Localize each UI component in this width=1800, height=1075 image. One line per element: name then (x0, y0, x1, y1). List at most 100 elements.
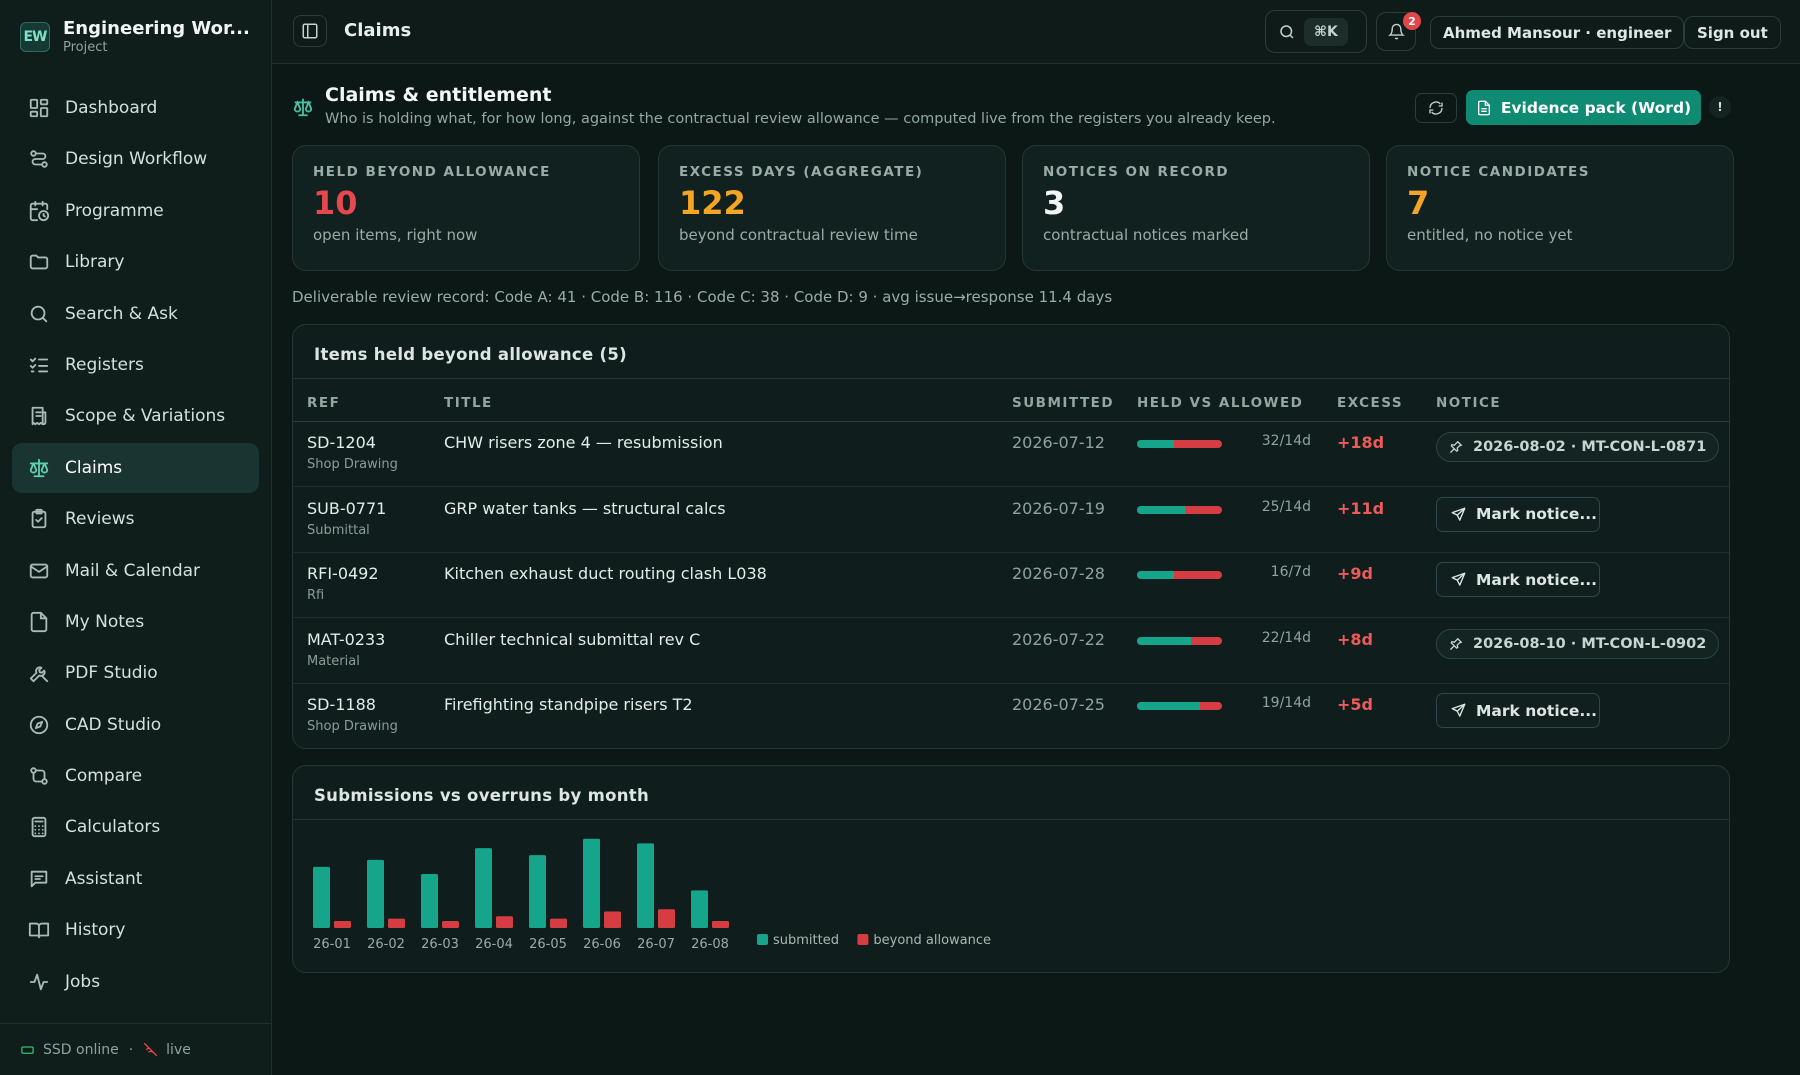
mark-notice-button[interactable]: Mark notice... (1436, 693, 1600, 728)
sidebar-item-claims[interactable]: Claims (12, 442, 259, 493)
stat-description: contractual notices marked (1043, 226, 1249, 244)
item-title: GRP water tanks — structural calcs (444, 498, 726, 518)
bar-beyond-allowance-26-07 (658, 909, 675, 928)
sidebar-item-jobs[interactable]: Jobs (12, 957, 259, 1007)
item-ref[interactable]: SD-1204 (307, 433, 376, 452)
bar-submitted-26-01 (313, 866, 330, 928)
info-button[interactable]: ! (1709, 96, 1731, 118)
sidebar-item-label: History (65, 920, 126, 941)
col-header-held-vs-allowed: HELD VS ALLOWED (1137, 395, 1304, 411)
item-submitted-date: 2026-07-12 (1012, 433, 1105, 452)
sidebar-item-cad-studio[interactable]: CAD Studio (12, 700, 259, 750)
held-vs-allowed-value: 16/7d (1270, 564, 1311, 580)
held-vs-allowed-value: 19/14d (1261, 695, 1311, 711)
legend-label: beyond allowance (873, 933, 991, 948)
clipboard-icon (28, 508, 50, 530)
notice-reference: 2026-08-10 · MT-CON-L-0902 (1473, 635, 1707, 652)
stat-label: NOTICES ON RECORD (1043, 164, 1230, 180)
sidebar-item-pdf-studio[interactable]: PDF Studio (12, 648, 259, 698)
top-bar: Claims ⌘K 2 Ahmed Mansour · engineer Sig… (272, 0, 1800, 64)
table-row: MAT-0233 Material Chiller technical submit… (293, 619, 1729, 684)
live-status: live (166, 1041, 191, 1058)
sidebar-item-reviews[interactable]: Reviews (12, 494, 259, 544)
table-row: SD-1204 Shop Drawing CHW risers zone 4 — r… (293, 422, 1729, 487)
review-record-summary: Deliverable review record: Code A: 41 · … (292, 288, 1113, 306)
sidebar-toggle-button[interactable] (293, 15, 327, 47)
sidebar-item-label: Search & Ask (65, 303, 178, 324)
file-icon (28, 611, 50, 633)
bell-icon (1387, 23, 1405, 40)
item-ref[interactable]: SUB-0771 (307, 498, 387, 518)
message-icon (28, 868, 50, 890)
bar-beyond-allowance-26-08 (712, 920, 729, 928)
evidence-pack-button[interactable]: Evidence pack (Word) (1466, 90, 1701, 125)
sidebar-nav: Dashboard Design Workflow Programme Library… (12, 83, 259, 1008)
sidebar-item-search-ask[interactable]: Search & Ask (12, 289, 259, 339)
evidence-pack-label: Evidence pack (Word) (1500, 98, 1692, 117)
sidebar-item-assistant[interactable]: Assistant (12, 854, 259, 904)
col-header-excess: EXCESS (1337, 395, 1404, 411)
bar-submitted-26-07 (637, 843, 654, 928)
stat-value: 3 (1043, 184, 1066, 222)
user-menu-button[interactable]: Ahmed Mansour · engineer (1430, 16, 1685, 49)
sidebar-item-design-workflow[interactable]: Design Workflow (12, 134, 259, 184)
excess-days: +5d (1337, 695, 1373, 714)
mark-notice-label: Mark notice... (1476, 701, 1598, 720)
notice-record-chip[interactable]: 2026-08-02 · MT-CON-L-0871 (1436, 432, 1720, 462)
sidebar-item-mail-calendar[interactable]: Mail & Calendar (12, 546, 259, 596)
notice-reference: 2026-08-02 · MT-CON-L-0871 (1473, 439, 1707, 455)
sidebar-item-history[interactable]: History (12, 905, 259, 955)
col-header-notice: NOTICE (1436, 395, 1502, 411)
sidebar-item-label: Library (65, 252, 125, 273)
excess-days: +18d (1337, 433, 1385, 452)
stat-description: beyond contractual review time (679, 226, 918, 244)
refresh-button[interactable] (1415, 93, 1457, 123)
bar-submitted-26-08 (691, 890, 708, 928)
project-switcher[interactable]: EW Engineering Wor... Project (20, 18, 250, 56)
sidebar-item-my-notes[interactable]: My Notes (12, 597, 259, 647)
hard-drive-icon (20, 1042, 35, 1057)
item-ref[interactable]: MAT-0233 (307, 629, 386, 649)
page-breadcrumb: Claims (344, 20, 412, 41)
sidebar-item-dashboard[interactable]: Dashboard (12, 83, 259, 133)
sidebar-item-registers[interactable]: Registers (12, 340, 259, 390)
search-icon (1278, 23, 1296, 41)
bar-beyond-allowance-26-04 (496, 916, 513, 928)
notice-record-chip[interactable]: 2026-08-10 · MT-CON-L-0902 (1436, 628, 1720, 659)
stat-value: 7 (1407, 184, 1430, 222)
excess-days: +9d (1337, 564, 1373, 583)
sidebar-item-calculators[interactable]: Calculators (12, 802, 259, 852)
sign-out-button[interactable]: Sign out (1684, 16, 1781, 49)
tools-icon (28, 662, 50, 684)
mail-icon (28, 560, 50, 582)
sidebar-item-compare[interactable]: Compare (12, 751, 259, 801)
item-title: Kitchen exhaust duct routing clash L038 (444, 564, 767, 583)
bar-submitted-26-03 (421, 873, 438, 928)
search-icon (28, 303, 50, 325)
mark-notice-button[interactable]: Mark notice... (1436, 562, 1600, 597)
allowed-portion (1137, 702, 1200, 710)
sidebar-item-label: Design Workflow (65, 149, 208, 170)
col-header-ref: REF (307, 395, 341, 411)
item-ref[interactable]: SD-1188 (307, 695, 376, 714)
held-vs-allowed-bar (1137, 702, 1222, 710)
item-ref[interactable]: RFI-0492 (307, 564, 379, 583)
project-subtitle: Project (63, 40, 108, 55)
sidebar-item-label: Assistant (65, 868, 143, 889)
sidebar-item-scope-variations[interactable]: Scope & Variations (12, 391, 259, 441)
command-search-button[interactable]: ⌘K (1265, 10, 1367, 53)
held-items-title: Items held beyond allowance (5) (293, 325, 1729, 379)
sidebar-item-programme[interactable]: Programme (12, 186, 259, 236)
x-tick-label: 26-06 (583, 937, 621, 952)
allowed-portion (1137, 571, 1175, 579)
workflow-icon (28, 148, 50, 170)
notifications-button[interactable] (1376, 12, 1416, 51)
table-header-divider (293, 421, 1729, 422)
stat-description: open items, right now (313, 226, 478, 244)
activity-icon (28, 971, 50, 993)
stat-card: EXCESS DAYS (AGGREGATE) 122 beyond contrac… (658, 145, 1006, 271)
sidebar-item-library[interactable]: Library (12, 237, 259, 287)
chart-panel: Submissions vs overruns by month 26-01 26… (292, 765, 1730, 973)
mark-notice-button[interactable]: Mark notice... (1436, 496, 1600, 532)
sidebar: EW Engineering Wor... Project Dashboard D… (0, 0, 272, 1075)
